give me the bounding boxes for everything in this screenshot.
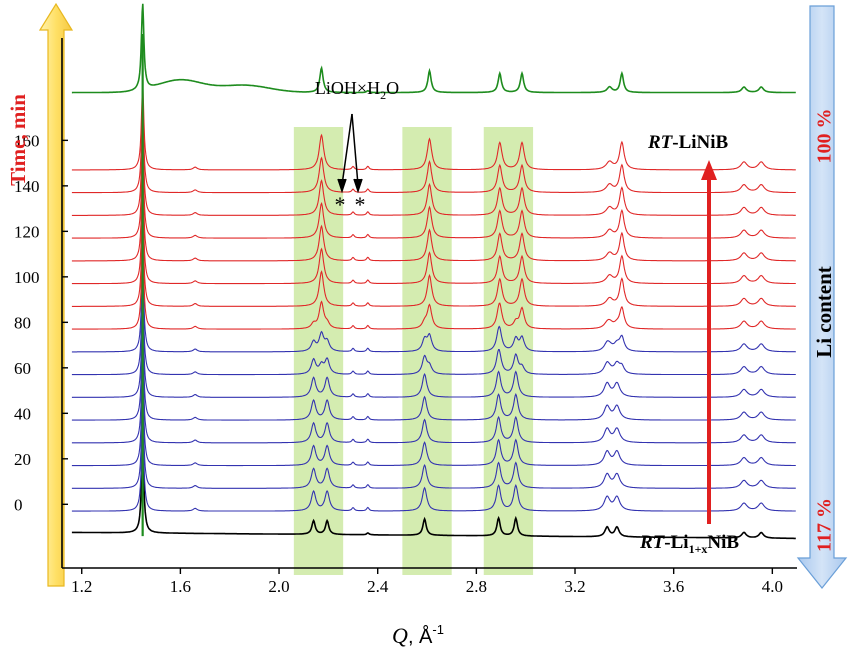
- series-80-min-curve: [71, 265, 796, 353]
- series-130-min-curve: [71, 152, 796, 239]
- x-tick-label: 2.4: [367, 577, 389, 596]
- y-tick-label: 0: [14, 495, 23, 514]
- y-tick-label: 60: [14, 359, 31, 378]
- series-final-curve: [71, 3, 796, 94]
- y-tick-label: 100: [14, 268, 40, 287]
- impurity-asterisk-1: *: [335, 192, 346, 217]
- y-tick-label: 20: [14, 450, 31, 469]
- y-ticks: 0 20 40 60 80 100 120 140 160: [14, 131, 68, 514]
- series-10-min-curve: [71, 425, 796, 512]
- series-start-curve: [71, 447, 796, 540]
- y-axis-label-right: Li content: [812, 266, 836, 358]
- y-tick-label: 140: [14, 177, 40, 196]
- diffraction-curves: [71, 3, 796, 540]
- x-tick-label: 3.2: [564, 577, 585, 596]
- series-120-min-curve: [71, 175, 796, 262]
- x-tick-label: 2.8: [466, 577, 487, 596]
- series-70-min-curve: [71, 288, 796, 376]
- x-tick-label: 2.0: [268, 577, 289, 596]
- series-140-min-curve: [71, 129, 796, 216]
- y-tick-label: 160: [14, 131, 40, 150]
- series-30-min-curve: [71, 379, 796, 467]
- impurity-label: LiOH×H2O: [315, 78, 399, 102]
- series-60-min-curve: [71, 311, 796, 398]
- y-tick-label: 120: [14, 222, 40, 241]
- x-tick-label: 1.6: [170, 577, 191, 596]
- li-content-117-label: 117 %: [814, 498, 836, 552]
- x-tick-label: 3.6: [663, 577, 684, 596]
- x-tick-label: 4.0: [762, 577, 783, 596]
- x-tick-label: 1.2: [71, 577, 92, 596]
- y-axis-label-left: Time, min: [6, 94, 30, 186]
- li-content-100-label: 100 %: [814, 109, 836, 164]
- series-50-min-curve: [71, 334, 796, 421]
- x-ticks: 1.2 1.6 2.0 2.4 2.8 3.2 3.6 4.0: [71, 568, 783, 596]
- series-110-min-curve: [71, 197, 796, 285]
- y-tick-label: 80: [14, 313, 31, 332]
- series-90-min-curve: [71, 243, 796, 330]
- top-phase-label: RT-LiNiB: [647, 132, 729, 153]
- impurity-arrows: [337, 113, 363, 194]
- series-100-min-curve: [71, 220, 796, 307]
- series-150-min-curve: [71, 106, 796, 194]
- time-arrow: [38, 2, 74, 587]
- impurity-asterisk-2: *: [355, 192, 366, 217]
- bottom-phase-label: RT-Li1+xNiB: [639, 532, 739, 556]
- li-content-arrow: [796, 5, 848, 589]
- series-40-min-curve: [71, 356, 796, 444]
- y-tick-label: 40: [14, 404, 31, 423]
- evolution-arrow-head: [701, 160, 717, 180]
- series-20-min-curve: [71, 402, 796, 489]
- x-axis-label: Q, Å-1: [392, 622, 444, 648]
- series-160-min-curve: [71, 84, 796, 171]
